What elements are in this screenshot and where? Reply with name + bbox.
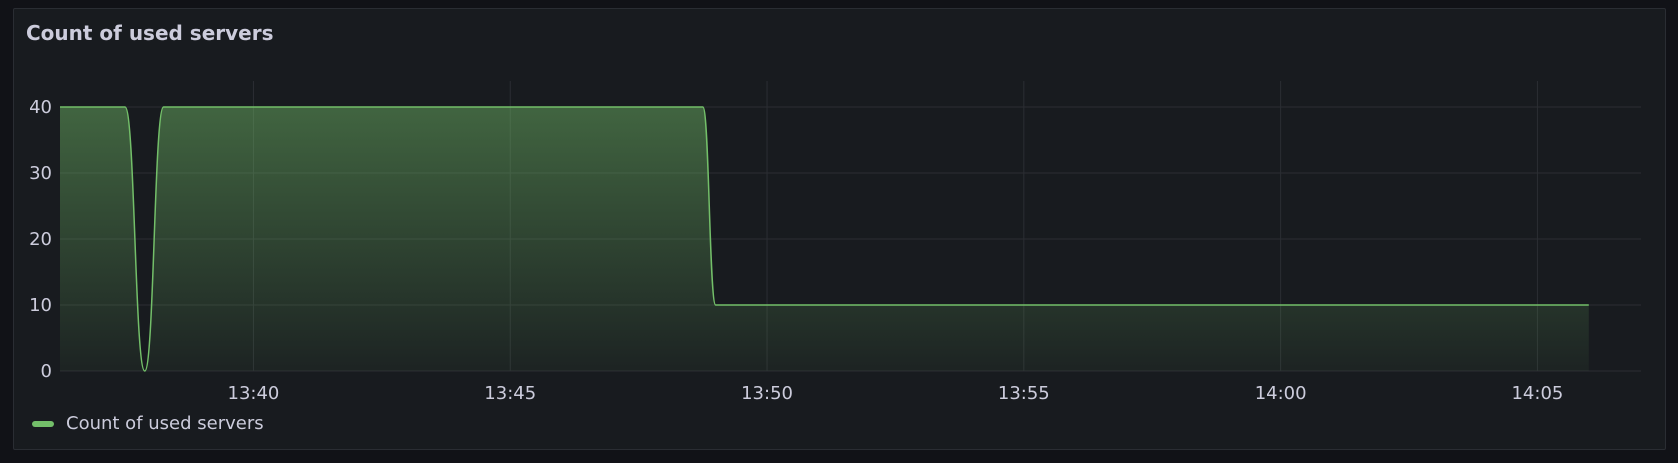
y-tick-label: 40 (29, 97, 52, 118)
x-tick-label: 13:50 (741, 383, 793, 404)
x-tick-label: 14:05 (1511, 383, 1563, 404)
x-tick-label: 13:45 (484, 383, 536, 404)
x-tick-label: 14:00 (1255, 383, 1307, 404)
panel-title[interactable]: Count of used servers (26, 21, 274, 45)
y-tick-label: 10 (29, 295, 52, 316)
y-tick-label: 20 (29, 229, 52, 250)
legend-swatch (32, 420, 54, 427)
legend-item[interactable]: Count of used servers (32, 413, 264, 434)
series-layer (60, 106, 1589, 372)
y-axis: 0 10 20 30 40 (29, 97, 52, 382)
y-tick-label: 0 (41, 361, 52, 382)
legend-label: Count of used servers (66, 413, 264, 434)
series-line[interactable] (60, 106, 1589, 372)
x-tick-label: 13:55 (998, 383, 1050, 404)
time-series-chart: 0 10 20 30 40 13:40 13:45 13:50 13:55 14:00 14:05 (29, 81, 1641, 404)
x-tick-label: 13:40 (228, 383, 280, 404)
x-axis: 13:40 13:45 13:50 13:55 14:00 14:05 (228, 383, 1564, 404)
y-tick-label: 30 (29, 163, 52, 184)
chart-panel: Count of used servers 0 10 20 30 40 13:40 13:… (13, 8, 1666, 450)
